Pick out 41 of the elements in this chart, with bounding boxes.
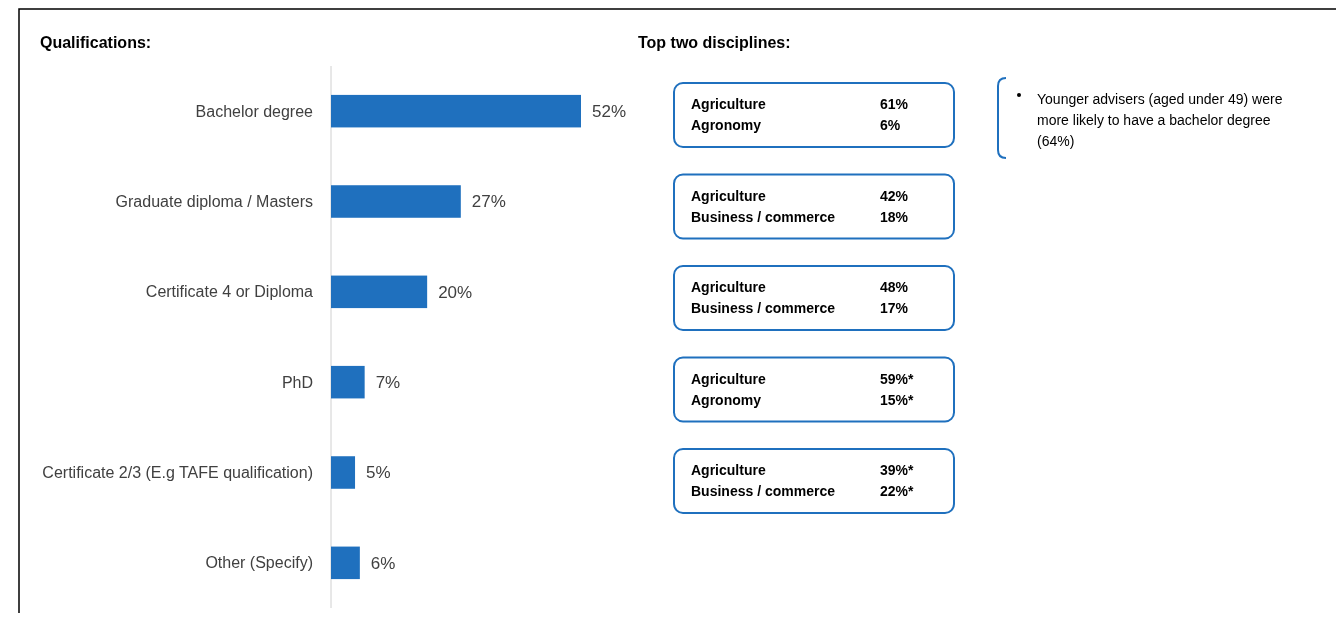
text: Agriculture xyxy=(691,462,766,478)
text: Qualifications: xyxy=(40,34,152,51)
text: Younger advisers (aged under 49) were more likely to have a bachelor degree (64%) xyxy=(1037,91,1283,149)
bar xyxy=(331,275,428,309)
text: 39%* xyxy=(880,462,915,478)
y-tick-label: PhD xyxy=(281,373,313,391)
data-label: 7% xyxy=(375,373,401,393)
text: 15%* xyxy=(880,391,915,408)
text: Business / commerce xyxy=(691,483,836,499)
text: 48% xyxy=(880,279,909,295)
y-tick-label: Other (Specify) xyxy=(205,554,313,572)
bar xyxy=(331,365,365,399)
bar xyxy=(331,185,461,218)
data-label: 6% xyxy=(370,553,396,573)
y-tick-label: Certificate 4 or Diploma xyxy=(145,283,314,301)
data-label: 52% xyxy=(592,102,627,122)
text: Agronomy xyxy=(691,391,762,408)
text: 22%* xyxy=(880,483,915,499)
text: Agriculture xyxy=(691,187,766,204)
text: 59%* xyxy=(880,370,915,387)
text: 61% xyxy=(880,96,909,112)
text: Business / commerce xyxy=(691,208,836,225)
text: 18% xyxy=(880,208,909,225)
text: Agriculture xyxy=(691,370,766,387)
text: Top two disciplines: xyxy=(638,34,791,51)
text: Agriculture xyxy=(691,96,766,112)
data-label: 27% xyxy=(471,192,506,212)
data-label: 20% xyxy=(438,282,473,302)
bar xyxy=(331,94,581,128)
text: 6% xyxy=(880,117,901,133)
text: Business / commerce xyxy=(691,300,836,316)
data-label: 5% xyxy=(366,463,391,483)
bar xyxy=(331,456,356,489)
text: Agronomy xyxy=(691,117,762,133)
y-tick-label: Graduate diploma / Masters xyxy=(115,193,313,211)
text: 17% xyxy=(880,300,909,316)
bar xyxy=(331,546,360,580)
y-tick-label: Certificate 2/3 (E.g TAFE qualification) xyxy=(42,464,313,482)
y-tick-label: Bachelor degree xyxy=(195,102,314,120)
text: Agriculture xyxy=(691,279,766,295)
text: 42% xyxy=(880,187,909,204)
